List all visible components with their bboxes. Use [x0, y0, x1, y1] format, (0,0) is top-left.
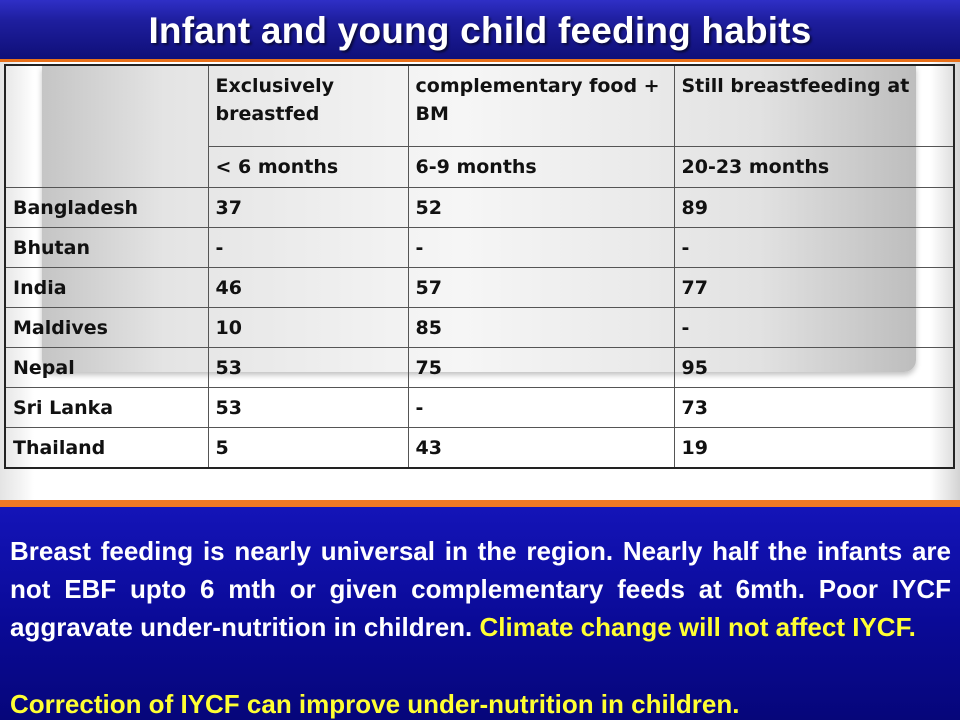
still-bf-cell: 95	[673, 347, 955, 388]
table-row: Bhutan - - -	[4, 227, 955, 268]
ebf-cell: 37	[207, 187, 409, 228]
ebf-cell: -	[207, 227, 409, 268]
ebf-cell: 5	[207, 427, 409, 469]
still-bf-cell: -	[673, 227, 955, 268]
subheader-ebf-age: < 6 months	[207, 146, 409, 188]
still-bf-cell: 19	[673, 427, 955, 469]
summary-band: Breast feeding is nearly universal in th…	[0, 500, 960, 720]
complementary-cell: 57	[407, 267, 675, 308]
title-band: Infant and young child feeding habits	[0, 0, 960, 62]
slide-title: Infant and young child feeding habits	[148, 10, 812, 51]
country-cell: Bangladesh	[4, 187, 209, 228]
complementary-cell: 75	[407, 347, 675, 388]
complementary-cell: -	[407, 227, 675, 268]
table-row: Maldives 10 85 -	[4, 307, 955, 348]
summary-text-yellow: Climate change will not affect IYCF.	[479, 612, 916, 642]
header-still-breastfeeding: Still breastfeeding at	[673, 64, 955, 147]
ebf-cell: 46	[207, 267, 409, 308]
header-exclusively-breastfed: Exclusively breastfed	[207, 64, 409, 147]
still-bf-cell: 73	[673, 387, 955, 428]
table-row: Sri Lanka 53 - 73	[4, 387, 955, 428]
country-cell: Sri Lanka	[4, 387, 209, 428]
country-cell: Thailand	[4, 427, 209, 469]
ebf-cell: 53	[207, 387, 409, 428]
still-bf-cell: 89	[673, 187, 955, 228]
summary-text-white: Breast feeding is nearly universal in th…	[10, 536, 951, 642]
summary-conclusion: Correction of IYCF can improve under-nut…	[10, 689, 740, 719]
complementary-cell: 43	[407, 427, 675, 469]
complementary-cell: 85	[407, 307, 675, 348]
table-row: Nepal 53 75 95	[4, 347, 955, 388]
table-row: Bangladesh 37 52 89	[4, 187, 955, 228]
subheader-complementary-age: 6-9 months	[407, 146, 675, 188]
country-cell: India	[4, 267, 209, 308]
still-bf-cell: -	[673, 307, 955, 348]
ebf-cell: 53	[207, 347, 409, 388]
feeding-table: Exclusively breastfed complementary food…	[4, 64, 955, 469]
subheader-still-bf-age: 20-23 months	[673, 146, 955, 188]
country-cell: Nepal	[4, 347, 209, 388]
table-corner-cell	[4, 64, 209, 188]
country-cell: Maldives	[4, 307, 209, 348]
header-complementary-food: complementary food + BM	[407, 64, 675, 147]
ebf-cell: 10	[207, 307, 409, 348]
table-header-row: Exclusively breastfed complementary food…	[4, 64, 955, 188]
summary-paragraph: Breast feeding is nearly universal in th…	[10, 532, 951, 646]
country-cell: Bhutan	[4, 227, 209, 268]
table-row: Thailand 5 43 19	[4, 427, 955, 469]
complementary-cell: 52	[407, 187, 675, 228]
table-row: India 46 57 77	[4, 267, 955, 308]
table-subheader-row: < 6 months 6-9 months 20-23 months	[5, 146, 955, 188]
complementary-cell: -	[407, 387, 675, 428]
still-bf-cell: 77	[673, 267, 955, 308]
